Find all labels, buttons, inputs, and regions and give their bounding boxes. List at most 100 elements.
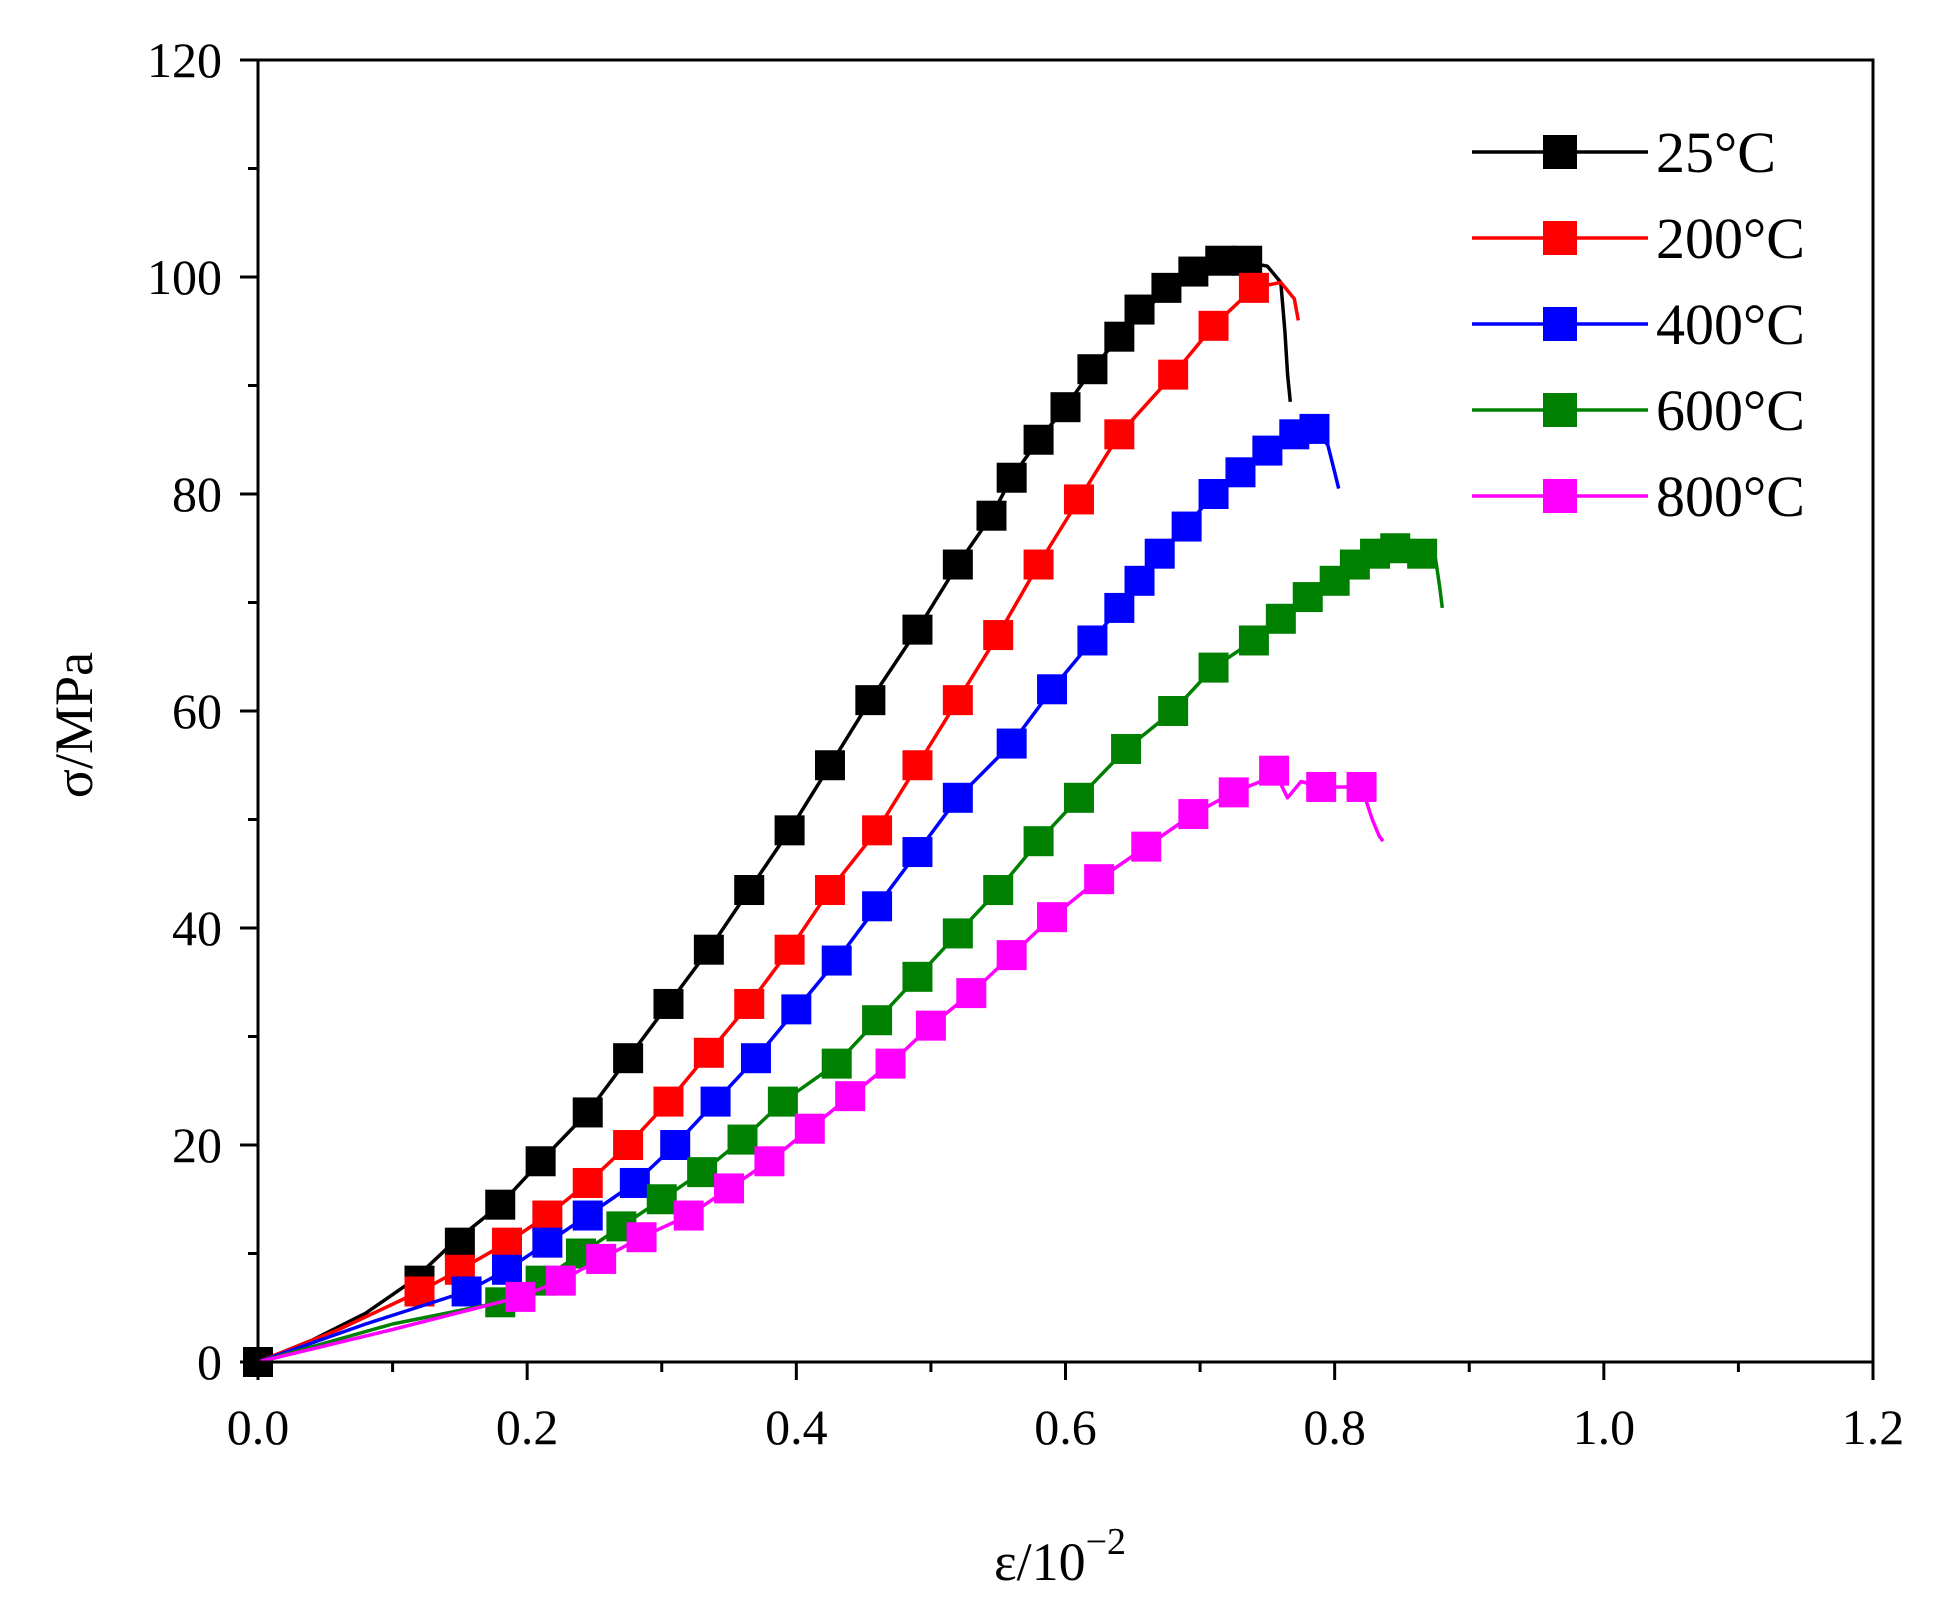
series-marker (491, 1227, 522, 1258)
series-marker (774, 934, 805, 965)
series-marker (781, 994, 812, 1025)
series-marker (693, 1037, 724, 1068)
x-axis-title: ε/10−2 (994, 1521, 1126, 1592)
series-marker (1104, 592, 1135, 623)
series-marker (821, 1048, 852, 1079)
legend-item: 25°C (1472, 120, 1776, 185)
legend: 25°C 200°C 400°C 600°C 800°C (1472, 120, 1805, 529)
series-marker (794, 1113, 825, 1144)
series-marker (976, 500, 1007, 531)
y-tick-label: 60 (172, 683, 222, 739)
series-marker (1131, 831, 1162, 862)
series-marker (902, 614, 933, 645)
x-tick-label: 0.0 (227, 1399, 290, 1455)
series-marker (1124, 294, 1155, 325)
x-tick-label: 0.4 (765, 1399, 828, 1455)
legend-label: 200°C (1656, 206, 1805, 271)
legend-marker (1543, 393, 1577, 427)
series-marker (1218, 777, 1249, 808)
legend-marker (1543, 221, 1577, 255)
series-marker (1407, 538, 1438, 569)
series-marker (485, 1189, 516, 1220)
series-marker (1380, 533, 1411, 564)
series-1 (257, 272, 1301, 1364)
series-marker (727, 1124, 758, 1155)
series-marker (902, 961, 933, 992)
series-marker (1077, 354, 1108, 385)
series-marker (1144, 538, 1175, 569)
series-marker (1259, 755, 1290, 786)
y-axis-title: σ/MPa (44, 652, 104, 798)
series-marker (505, 1281, 536, 1312)
series-marker (835, 1081, 866, 1112)
x-tick-label: 0.6 (1034, 1399, 1097, 1455)
x-tick-label: 1.2 (1842, 1399, 1905, 1455)
legend-item: 200°C (1472, 206, 1805, 271)
series-marker (1198, 479, 1229, 509)
series-marker (740, 1043, 771, 1074)
legend-item: 600°C (1472, 378, 1805, 443)
series-marker (1023, 424, 1054, 455)
series-marker (814, 875, 845, 906)
y-tick-label: 80 (172, 466, 222, 522)
series-marker (983, 620, 1014, 651)
series-marker (1171, 511, 1202, 542)
series-marker (532, 1200, 563, 1231)
series-marker (1252, 435, 1283, 466)
series-marker (653, 1086, 684, 1117)
series-marker (660, 1130, 691, 1160)
series-marker (956, 978, 987, 1009)
series-marker (1158, 696, 1189, 726)
series-marker (673, 1200, 704, 1231)
series-3 (257, 533, 1445, 1364)
series-marker (875, 1048, 906, 1079)
series-marker (626, 1222, 657, 1253)
series-marker (693, 934, 724, 965)
series-marker (996, 728, 1027, 759)
series-marker (862, 891, 893, 922)
series-marker (767, 1086, 798, 1117)
series-marker (942, 549, 973, 580)
series-marker (1299, 413, 1330, 444)
series-marker (525, 1146, 556, 1177)
y-tick-label: 0 (197, 1334, 222, 1390)
series-marker (1104, 419, 1135, 450)
legend-marker (1543, 307, 1577, 341)
series-marker (532, 1227, 563, 1258)
series-layer (243, 245, 1445, 1377)
series-marker (1124, 565, 1155, 596)
series-marker (1084, 864, 1115, 895)
series-marker (1037, 674, 1068, 705)
y-tick-label: 40 (172, 900, 222, 956)
series-marker (1178, 256, 1209, 287)
series-line (257, 258, 1293, 1364)
series-marker (1023, 549, 1054, 580)
series-marker (1238, 625, 1269, 656)
series-marker (545, 1265, 576, 1296)
series-marker (942, 685, 973, 716)
series-marker (1158, 359, 1189, 390)
legend-marker (1543, 135, 1577, 169)
series-marker (1151, 272, 1182, 303)
series-marker (862, 815, 893, 846)
series-marker (1050, 392, 1081, 423)
series-marker (734, 988, 765, 1019)
plot-frame (256, 58, 1875, 1364)
series-marker (902, 837, 933, 868)
series-marker (613, 1130, 644, 1160)
series-marker (1306, 771, 1337, 802)
series-line (257, 427, 1341, 1364)
series-marker (915, 1010, 946, 1041)
series-4 (257, 755, 1385, 1364)
series-marker (572, 1097, 603, 1128)
legend-item: 800°C (1472, 464, 1805, 529)
series-2 (257, 413, 1341, 1364)
series-marker (653, 988, 684, 1019)
y-tick-label: 120 (147, 32, 222, 88)
y-tick-label: 20 (172, 1117, 222, 1173)
series-marker (1063, 484, 1094, 515)
series-marker (1111, 733, 1142, 764)
series-0 (243, 245, 1293, 1377)
series-marker (687, 1157, 718, 1188)
series-marker (996, 462, 1027, 493)
